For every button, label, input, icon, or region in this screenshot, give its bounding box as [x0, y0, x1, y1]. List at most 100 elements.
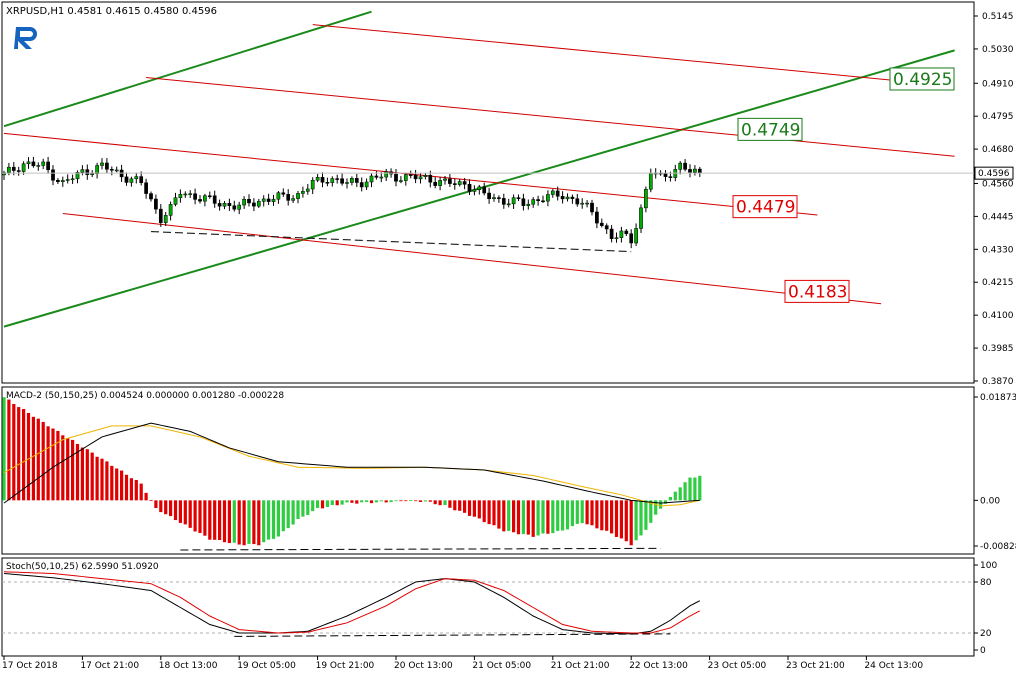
macd-bar-falling	[41, 421, 45, 501]
bearish-candle	[487, 192, 491, 199]
bearish-candle	[570, 196, 575, 199]
macd-bar-falling	[585, 500, 589, 525]
macd-bar-falling	[71, 439, 75, 501]
x-tick-label: 23 Oct 05:00	[708, 661, 767, 671]
macd-bar-falling	[173, 500, 178, 521]
bullish-candle	[26, 161, 31, 165]
bearish-candle	[697, 168, 702, 173]
bearish-candle	[595, 211, 599, 224]
macd-bar-falling	[178, 500, 182, 523]
macd-bar-rising	[291, 500, 295, 525]
macd-bar-falling	[257, 500, 261, 546]
macd-bar-rising	[360, 500, 364, 503]
bearish-candle	[124, 176, 129, 183]
bearish-candle	[599, 222, 604, 226]
macd-bar-rising	[634, 500, 638, 541]
macd-bar-rising	[374, 500, 378, 503]
bearish-candle	[354, 178, 359, 183]
bullish-candle	[188, 193, 193, 195]
bearish-candle	[217, 203, 222, 207]
bullish-candle	[296, 193, 300, 199]
bullish-candle	[36, 165, 41, 167]
bullish-candle	[261, 198, 266, 202]
stoch-y-tick-label: 80	[980, 578, 992, 588]
macd-bar-falling	[208, 500, 212, 540]
x-tick-label: 19 Oct 05:00	[237, 661, 296, 671]
macd-bar-falling	[418, 500, 423, 502]
price-y-tick-label: 0.4795	[982, 112, 1014, 122]
macd-panel: MACD-2 (50,150,25) 0.004524 0.000000 0.0…	[1, 386, 1016, 555]
bullish-candle	[423, 175, 428, 178]
stoch-y-tick-label: 0	[980, 646, 986, 656]
bearish-candle	[482, 186, 487, 194]
bearish-candle	[452, 183, 457, 185]
macd-bar-falling	[75, 443, 80, 501]
macd-bar-rising	[325, 500, 329, 507]
bearish-candle	[560, 196, 565, 200]
bearish-candle	[266, 198, 271, 202]
macd-bar-rising	[683, 482, 687, 501]
bullish-candle	[418, 176, 423, 180]
macd-bar-falling	[222, 500, 227, 543]
bearish-candle	[340, 178, 344, 184]
stoch-lines	[2, 571, 974, 637]
green-trendline	[3, 10, 372, 128]
bullish-candle	[477, 186, 482, 190]
macd-bar-falling	[526, 500, 530, 535]
bullish-candle	[644, 188, 648, 209]
bearish-candle	[448, 178, 452, 184]
macd-bar-falling	[17, 407, 21, 501]
bullish-candle	[183, 193, 188, 196]
bullish-candle	[237, 204, 242, 210]
x-tick-label: 22 Oct 13:00	[629, 661, 688, 671]
bearish-candle	[604, 225, 609, 230]
stoch-signal-line	[3, 571, 701, 634]
bullish-candle	[70, 178, 75, 181]
bullish-candle	[60, 180, 65, 182]
bullish-candle	[129, 178, 134, 183]
bullish-candle	[310, 179, 315, 190]
bullish-candle	[511, 197, 516, 205]
bearish-candle	[462, 181, 467, 185]
price-y-tick-label: 0.5145	[982, 12, 1014, 22]
bearish-candle	[541, 200, 545, 203]
macd-bar-falling	[399, 500, 403, 502]
macd-bar-rising	[649, 500, 653, 523]
macd-bar-falling	[115, 468, 119, 501]
macd-bar-falling	[502, 500, 506, 532]
macd-bar-falling	[36, 418, 40, 501]
brand-logo-icon	[14, 25, 40, 49]
macd-bar-rising	[330, 500, 334, 506]
macd-bar-falling	[242, 500, 246, 546]
macd-bar-rising	[698, 475, 702, 501]
macd-bar-falling	[227, 500, 231, 544]
bullish-candle	[256, 201, 261, 207]
macd-bar-falling	[110, 465, 114, 501]
bearish-candle	[536, 199, 540, 202]
macd-bar-falling	[458, 500, 462, 511]
stoch-y-axis: 100 80 20 0	[974, 561, 997, 656]
red-channel-line	[146, 77, 955, 157]
bearish-candle	[207, 195, 212, 197]
price-title: XRPUSD,H1 0.4581 0.4615 0.4580 0.4596	[6, 6, 217, 17]
bullish-candle	[678, 162, 683, 170]
macd-bar-rising	[271, 500, 276, 539]
macd-bar-rising	[389, 500, 393, 503]
macd-bar-falling	[492, 500, 496, 526]
macd-bar-rising	[551, 500, 555, 534]
bullish-candle	[65, 179, 70, 181]
macd-bar-rising	[556, 500, 560, 531]
level-label: 0.4479	[736, 198, 795, 218]
macd-bar-falling	[610, 500, 614, 534]
macd-bar-falling	[169, 500, 173, 517]
bearish-candle	[281, 192, 286, 195]
bullish-candle	[168, 204, 173, 216]
price-y-tick-label: 0.3985	[982, 344, 1014, 354]
macd-bar-falling	[369, 500, 374, 504]
macd-bar-falling	[237, 500, 241, 545]
stoch-title: Stoch(50,10,25) 62.5990 51.0920	[6, 562, 159, 572]
bearish-candle	[154, 198, 158, 210]
price-panel: XRPUSD,H1 0.4581 0.4615 0.4580 0.4596 0.…	[1, 1, 1014, 387]
macd-bar-falling	[46, 426, 50, 501]
x-tick-label: 17 Oct 2018	[2, 661, 58, 671]
